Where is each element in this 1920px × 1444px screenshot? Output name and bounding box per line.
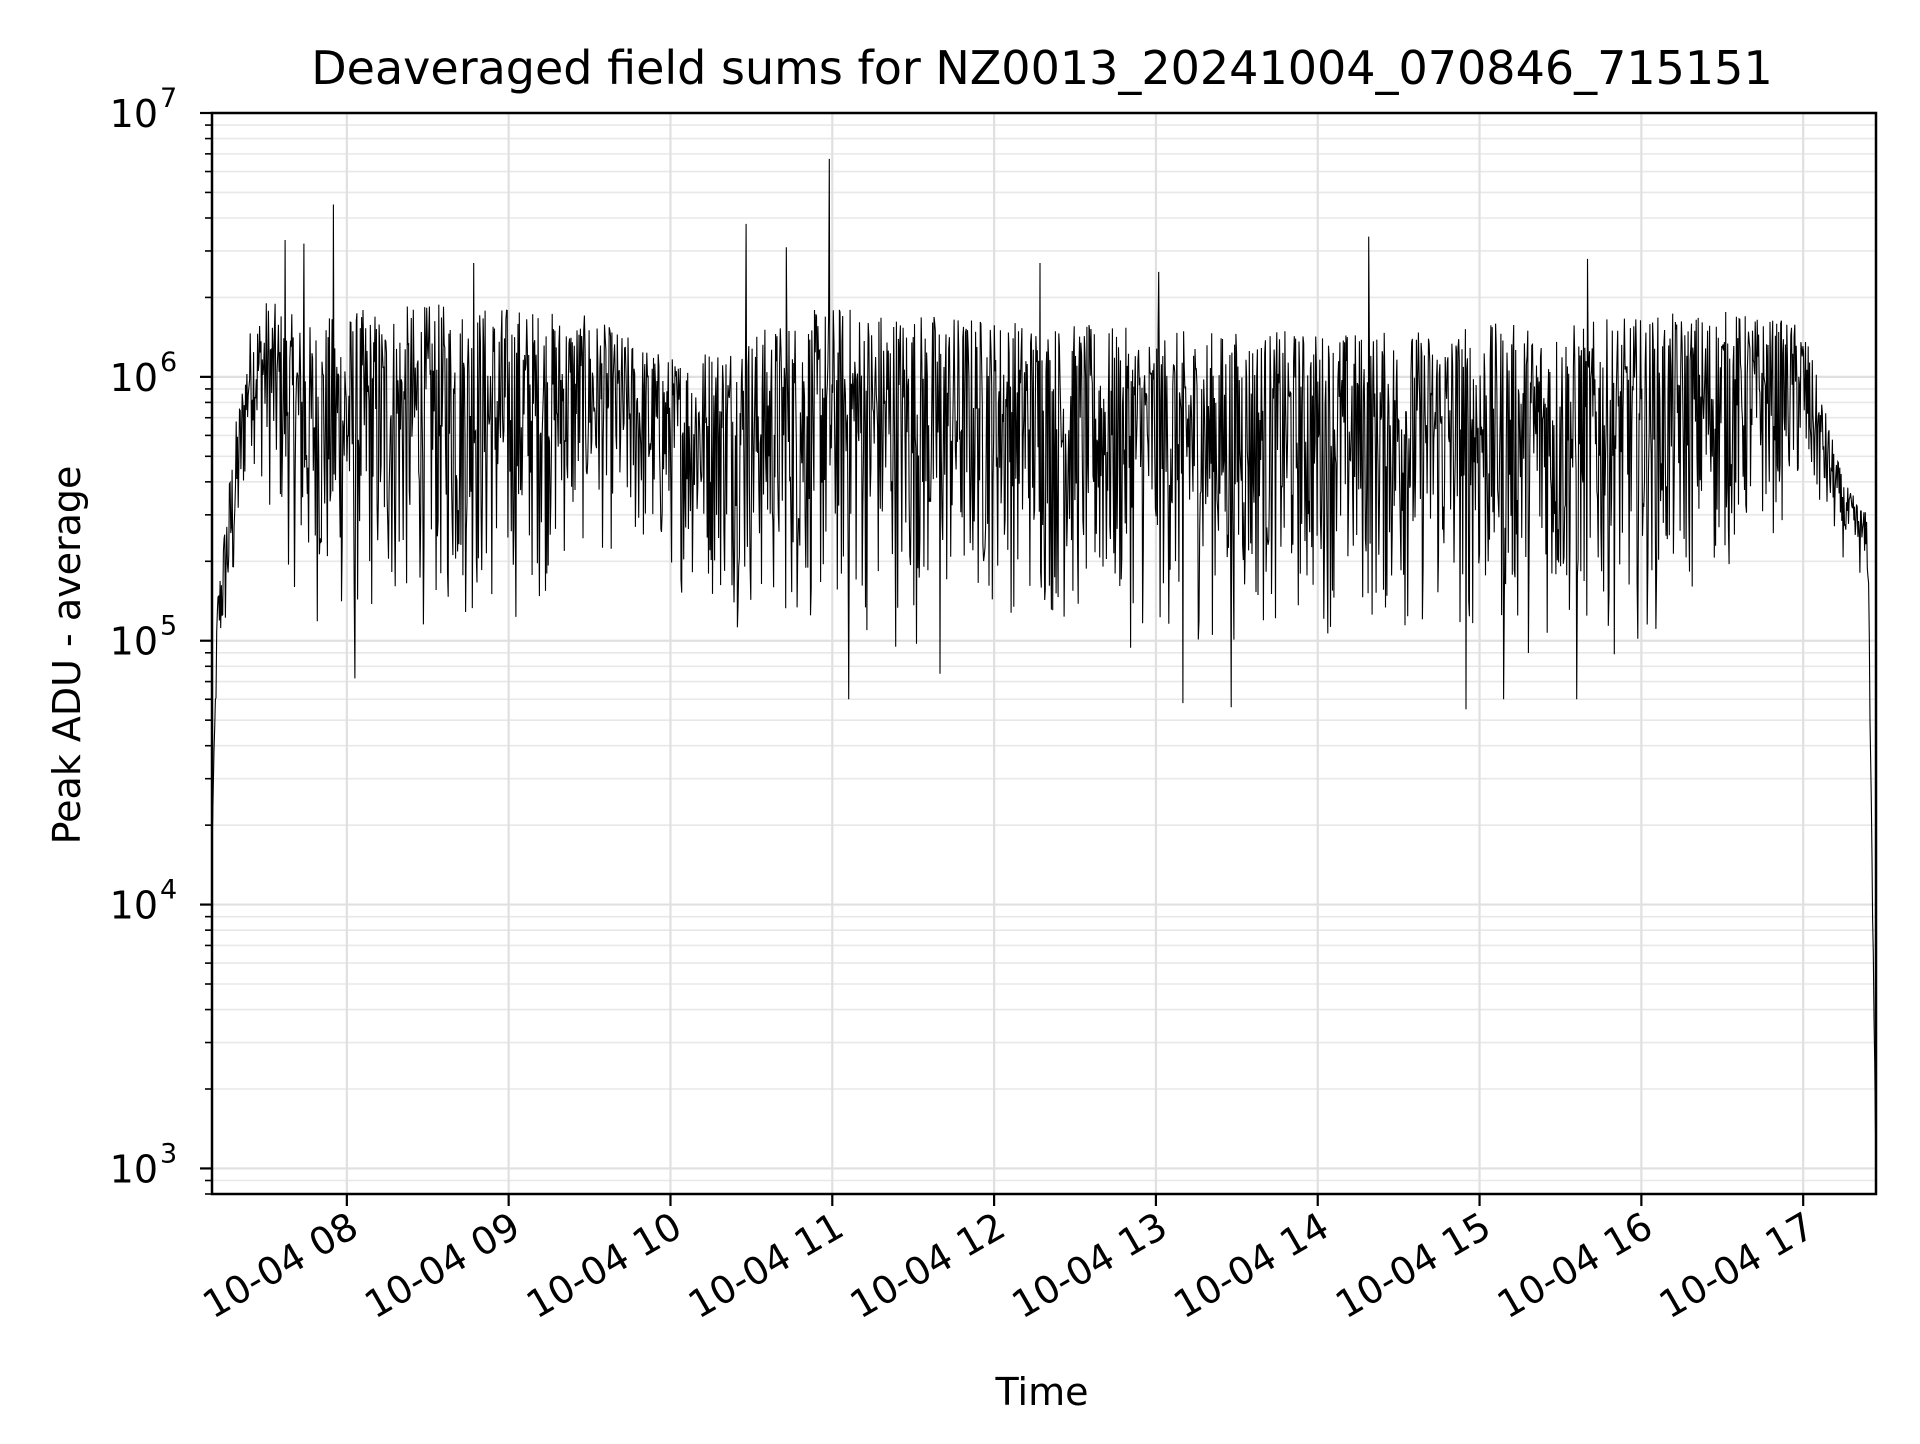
- x-tick-label: 10-04 15: [1328, 1204, 1498, 1328]
- x-axis-label: Time: [995, 1370, 1089, 1414]
- y-tick-exponent: 4: [160, 875, 177, 906]
- y-tick-label: 10: [110, 620, 158, 664]
- y-tick-exponent: 3: [160, 1138, 177, 1169]
- x-tick-label: 10-04 14: [1166, 1204, 1336, 1328]
- x-tick-label: 10-04 12: [843, 1204, 1013, 1328]
- x-tick-label: 10-04 13: [1004, 1204, 1174, 1328]
- y-axis-label: Peak ADU - average: [45, 466, 89, 845]
- chart-title: Deaveraged field sums for NZ0013_2024100…: [311, 41, 1772, 95]
- x-tick-label: 10-04 17: [1652, 1204, 1822, 1328]
- x-tick-label: 10-04 16: [1490, 1204, 1660, 1328]
- x-tick-label: 10-04 08: [195, 1204, 365, 1328]
- y-tick-exponent: 6: [160, 347, 177, 378]
- y-tick-label: 10: [110, 884, 158, 928]
- y-tick-label: 10: [110, 1147, 158, 1191]
- y-tick-label: 10: [110, 92, 158, 136]
- y-tick-label: 10: [110, 356, 158, 400]
- series-trace: [211, 158, 1877, 1169]
- y-tick-exponent: 7: [160, 83, 177, 114]
- series-line: [211, 158, 1877, 1169]
- x-tick-label: 10-04 11: [681, 1204, 851, 1328]
- x-tick-label: 10-04 10: [519, 1204, 689, 1328]
- grid-lines: [212, 111, 1876, 1195]
- y-tick-exponent: 5: [160, 611, 177, 642]
- x-tick-label: 10-04 09: [357, 1204, 527, 1328]
